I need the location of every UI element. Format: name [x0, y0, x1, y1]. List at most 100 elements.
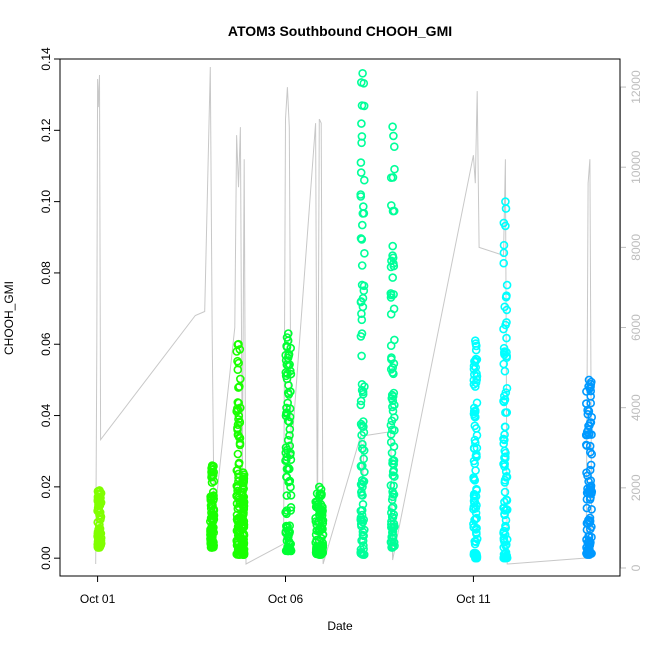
data-point — [499, 391, 509, 401]
data-point — [581, 399, 591, 408]
data-point — [356, 158, 366, 167]
series-cluster-4 — [281, 329, 296, 556]
data-point — [284, 390, 294, 399]
data-point-max — [234, 339, 243, 349]
data-point — [317, 533, 326, 543]
y-tick-label: 0.08 — [39, 261, 53, 285]
data-point — [472, 513, 481, 523]
data-point-max — [283, 329, 293, 338]
y-tick-label: 0.14 — [39, 47, 53, 71]
data-point — [357, 385, 367, 395]
data-point — [235, 440, 245, 450]
data-point — [386, 420, 396, 430]
data-point — [583, 484, 592, 494]
data-point — [235, 418, 245, 427]
data-point-max — [470, 336, 480, 346]
data-point — [282, 360, 292, 370]
data-point — [234, 458, 244, 468]
data-point — [387, 512, 397, 522]
data-point-max — [584, 375, 594, 385]
data-point — [359, 454, 369, 464]
y-tick-label: 0.06 — [39, 332, 53, 356]
data-point — [389, 442, 399, 451]
series-cluster-10 — [581, 375, 597, 559]
data-point — [585, 384, 595, 393]
data-point-max — [314, 482, 324, 492]
data-point — [357, 280, 367, 290]
data-point — [470, 435, 480, 445]
data-point — [387, 537, 397, 546]
data-point — [318, 524, 327, 534]
y2-tick-label: 4000 — [629, 394, 643, 421]
data-point — [206, 529, 216, 539]
data-point — [585, 447, 595, 457]
data-point — [316, 546, 326, 555]
data-point — [316, 522, 325, 532]
data-point — [469, 489, 479, 499]
data-point-max — [95, 486, 104, 495]
data-point — [389, 131, 398, 141]
data-point — [282, 491, 292, 500]
data-point — [389, 466, 399, 475]
data-point — [356, 400, 366, 410]
data-point — [208, 539, 217, 549]
data-point — [284, 463, 293, 473]
altitude-trace-layer — [95, 66, 593, 565]
data-point — [470, 412, 480, 422]
data-point — [209, 491, 218, 500]
data-point — [285, 441, 295, 451]
y-tick-label: 0.10 — [39, 190, 53, 214]
data-point — [470, 382, 480, 391]
y2-tick-label: 6000 — [629, 314, 643, 341]
data-point — [582, 494, 592, 504]
data-point — [358, 527, 368, 537]
series-layer — [93, 69, 597, 563]
data-point — [470, 539, 480, 549]
data-point — [499, 248, 509, 258]
data-point — [208, 472, 217, 481]
data-point — [469, 407, 479, 416]
data-point — [585, 518, 595, 527]
data-point — [389, 456, 399, 465]
data-point — [236, 374, 245, 384]
y-tick-label: 0.00 — [39, 546, 53, 570]
x-tick-label: Oct 11 — [456, 592, 491, 606]
data-point — [95, 524, 105, 534]
series-cluster-6 — [356, 69, 369, 559]
data-point — [239, 497, 249, 507]
data-point — [357, 119, 366, 128]
data-point — [358, 302, 368, 312]
data-point — [502, 333, 511, 343]
axes-layer: 0.00 0.02 0.04 0.06 0.08 0.10 0.12 0.14 0 2000 400… — [39, 47, 643, 606]
data-point — [283, 435, 293, 445]
data-point — [206, 517, 215, 526]
data-point — [501, 448, 510, 458]
data-point — [358, 439, 367, 449]
data-point — [386, 481, 396, 490]
data-point — [389, 523, 399, 533]
data-point-max — [358, 69, 367, 78]
data-point — [239, 502, 248, 512]
data-point — [315, 507, 325, 517]
data-point — [500, 347, 509, 356]
data-point — [499, 459, 508, 469]
y2-tick-label: 12000 — [629, 70, 643, 104]
data-point — [358, 389, 368, 399]
data-point — [502, 305, 512, 315]
data-point — [209, 505, 218, 515]
y-axis-label: CHOOH_GMI — [2, 281, 16, 355]
data-point-min — [584, 550, 594, 559]
data-point — [284, 380, 293, 390]
data-point — [360, 249, 369, 258]
data-point — [312, 541, 321, 551]
data-point-min — [238, 550, 248, 559]
data-point — [95, 500, 105, 510]
data-point-max — [501, 197, 510, 206]
data-point-min — [314, 550, 324, 559]
data-point — [358, 444, 367, 453]
data-point — [585, 441, 595, 451]
data-point — [584, 532, 594, 542]
data-point — [469, 523, 479, 532]
data-point — [357, 220, 367, 230]
data-point — [500, 537, 509, 547]
